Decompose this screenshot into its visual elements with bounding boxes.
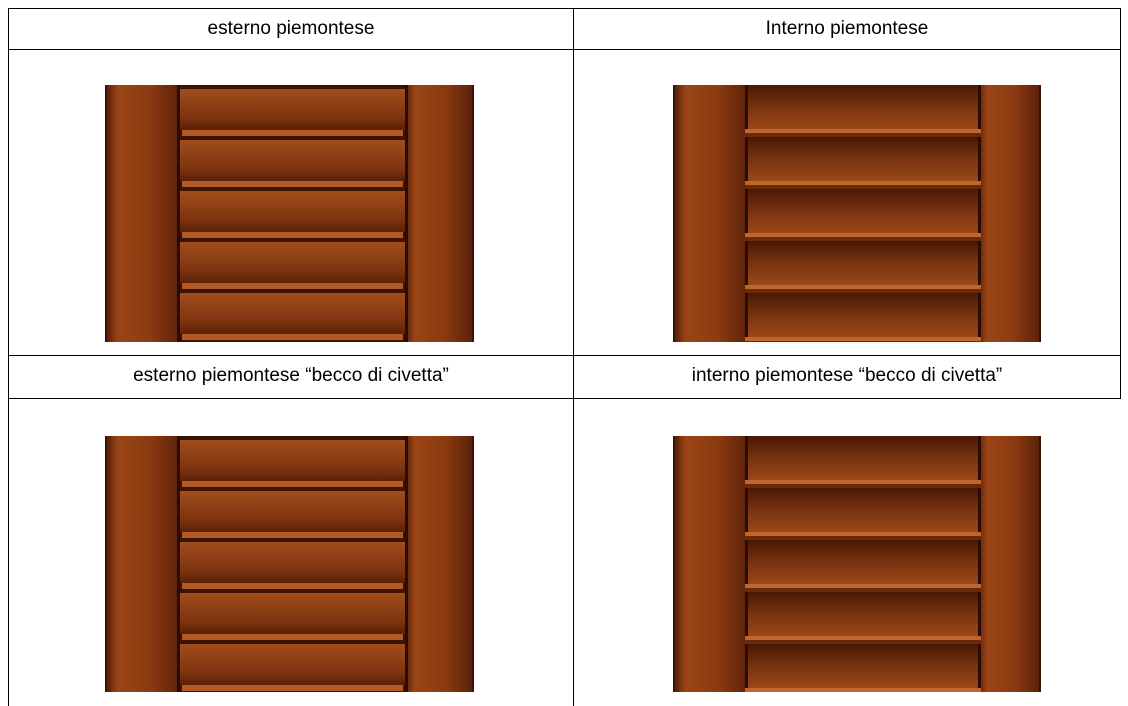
shape: [180, 538, 405, 542]
shape: [182, 334, 403, 340]
shape: [405, 85, 472, 342]
shape: [182, 481, 403, 487]
shape: [180, 293, 405, 334]
shape: [745, 285, 981, 289]
shape: [748, 592, 978, 638]
shape: [675, 85, 748, 342]
shape: [180, 593, 405, 634]
border: [1120, 8, 1121, 399]
border: [8, 8, 9, 706]
shape: [177, 436, 180, 692]
shape: [745, 584, 981, 588]
shape: [748, 137, 978, 183]
shape: [180, 487, 405, 491]
shape: [182, 181, 403, 187]
shape: [748, 189, 978, 235]
border: [8, 8, 1121, 9]
shape: [180, 242, 405, 283]
shape: [745, 133, 981, 137]
shape: [180, 440, 405, 481]
shape: [180, 542, 405, 583]
shape: [107, 436, 180, 692]
shape: [180, 191, 405, 232]
shape: [748, 436, 978, 482]
shape: [180, 589, 405, 593]
shape: [745, 129, 981, 133]
shape: [182, 283, 403, 289]
shape: [745, 636, 981, 640]
shape: [180, 340, 405, 342]
cell-header: Interno piemontese: [765, 18, 929, 39]
shape: [180, 136, 405, 140]
border: [573, 8, 574, 706]
border: [8, 49, 1121, 50]
shape: [978, 85, 981, 342]
shape: [180, 140, 405, 181]
shape: [745, 181, 981, 185]
shutter-image: [673, 85, 1041, 342]
shape: [748, 644, 978, 690]
shutter-image: [105, 85, 474, 342]
shape: [745, 688, 981, 692]
shape: [745, 436, 748, 692]
shape: [182, 634, 403, 640]
shape: [748, 241, 978, 287]
shape: [978, 436, 981, 692]
shape: [405, 436, 472, 692]
shape: [180, 640, 405, 644]
cell-header: interno piemontese “becco di civetta”: [691, 365, 1003, 386]
shutter-image: [673, 436, 1041, 692]
shape: [182, 130, 403, 136]
shape: [745, 640, 981, 644]
shape: [180, 187, 405, 191]
shape: [978, 436, 1039, 692]
shape: [745, 532, 981, 536]
shape: [675, 436, 748, 692]
shape: [745, 185, 981, 189]
shape: [745, 536, 981, 540]
shape: [978, 85, 1039, 342]
shape: [405, 85, 408, 342]
shape: [107, 85, 180, 342]
shape: [745, 289, 981, 293]
cell-header: esterno piemontese “becco di civetta”: [133, 365, 449, 386]
shape: [748, 540, 978, 586]
shape: [748, 488, 978, 534]
border: [8, 398, 1121, 399]
border: [8, 355, 1121, 356]
shape: [182, 232, 403, 238]
shape: [180, 289, 405, 293]
shape: [745, 480, 981, 484]
shape: [745, 341, 981, 342]
shape: [745, 237, 981, 241]
shape: [745, 337, 981, 341]
shape: [405, 436, 408, 692]
shape: [748, 293, 978, 339]
shape: [182, 532, 403, 538]
shutter-image: [105, 436, 474, 692]
cell-header: esterno piemontese: [207, 18, 375, 39]
shape: [182, 583, 403, 589]
shape: [182, 685, 403, 691]
shape: [180, 644, 405, 685]
shape: [745, 484, 981, 488]
shape: [180, 238, 405, 242]
shape: [745, 85, 748, 342]
shape: [177, 85, 180, 342]
shape: [180, 89, 405, 130]
shape: [180, 491, 405, 532]
shape: [748, 85, 978, 131]
shape: [745, 588, 981, 592]
shape: [745, 233, 981, 237]
shape: [180, 691, 405, 692]
